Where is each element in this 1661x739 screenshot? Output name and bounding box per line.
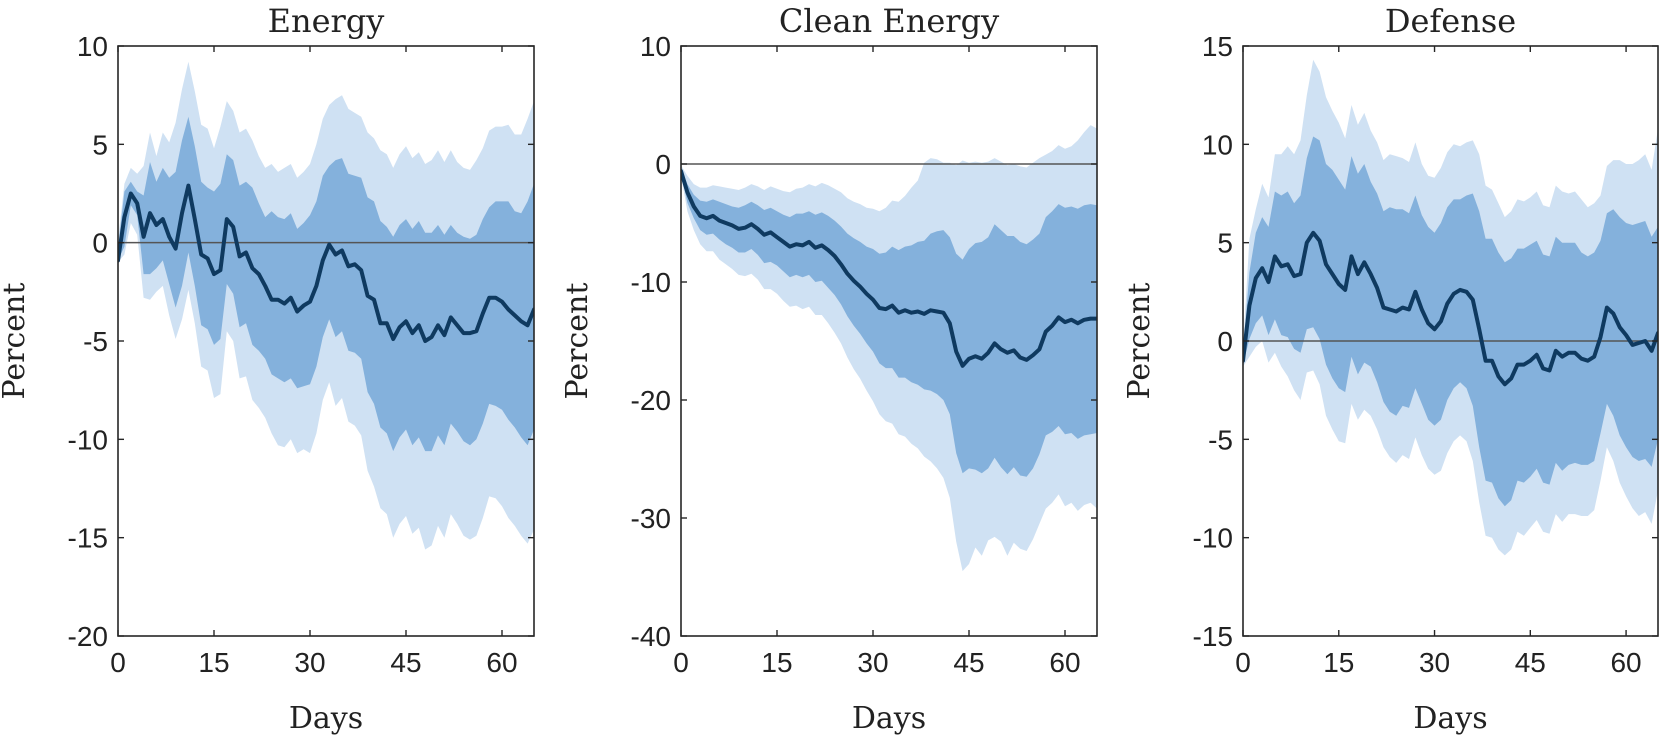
y-tick-label: -40: [631, 621, 671, 652]
y-tick-label: -15: [68, 523, 108, 554]
x-tick-label: 0: [1235, 647, 1251, 678]
inner-confidence-band: [118, 116, 534, 452]
y-tick-label: 10: [1202, 129, 1233, 160]
x-tick-label: 30: [857, 647, 888, 678]
plot-area: [681, 125, 1097, 572]
x-tick-label: 60: [1049, 647, 1080, 678]
chart-title: Clean Energy: [779, 2, 999, 40]
y-tick-label: 10: [640, 31, 671, 62]
y-tick-label: 10: [77, 31, 108, 62]
y-tick-label: 0: [655, 149, 671, 180]
x-tick-label: 60: [1610, 647, 1641, 678]
x-tick-label: 45: [953, 647, 984, 678]
panel-0: 0 15 30 45 60 -20 -15 -10 -5 0 5 10 Energy Days Percen…: [0, 2, 535, 736]
y-tick-label: -30: [631, 503, 671, 534]
x-tick-label: 0: [110, 647, 126, 678]
x-tick-label: 45: [1515, 647, 1546, 678]
y-tick-label: -15: [1193, 621, 1233, 652]
y-axis-label: Percent: [0, 283, 32, 400]
chart-title: Defense: [1385, 2, 1516, 40]
y-axis-label: Percent: [1122, 283, 1157, 400]
y-tick-label: -20: [68, 621, 108, 652]
y-tick-label: 5: [92, 129, 108, 160]
y-tick-label: 0: [1217, 326, 1233, 357]
x-tick-label: 45: [390, 647, 421, 678]
x-tick-label: 15: [1323, 647, 1354, 678]
panel-1: 0 15 30 45 60 -40 -30 -20 -10 0 10 Clean Energy Days…: [560, 2, 1098, 736]
inner-confidence-band: [1243, 136, 1658, 507]
y-tick-label: -5: [83, 326, 108, 357]
axes-box: [680, 45, 1098, 637]
chart-title: Energy: [268, 2, 385, 40]
plot-area: [118, 61, 534, 550]
x-tick-label: 0: [673, 647, 689, 678]
y-tick-label: -20: [631, 385, 671, 416]
y-axis-label: Percent: [560, 283, 595, 400]
x-axis-label: Days: [852, 701, 926, 736]
y-tick-label: 0: [92, 228, 108, 259]
y-tick-label: -10: [68, 424, 108, 455]
panel-2: 0 15 30 45 60 -15 -10 -5 0 5 10 15 Defense Days Percen…: [1122, 2, 1659, 736]
x-tick-label: 60: [486, 647, 517, 678]
x-axis-label: Days: [289, 701, 363, 736]
y-tick-label: -10: [631, 267, 671, 298]
median-response-line: [118, 183, 534, 343]
y-tick-label: -10: [1193, 523, 1233, 554]
y-tick-label: -5: [1208, 424, 1233, 455]
x-axis-label: Days: [1413, 701, 1487, 736]
y-tick-label: 15: [1202, 31, 1233, 62]
median-response-line: [681, 169, 1097, 368]
y-tick-label: 5: [1217, 228, 1233, 259]
x-tick-label: 30: [294, 647, 325, 678]
x-tick-label: 15: [761, 647, 792, 678]
plot-area: [1243, 59, 1658, 556]
x-tick-label: 30: [1419, 647, 1450, 678]
x-tick-label: 15: [198, 647, 229, 678]
median-response-line: [1243, 230, 1658, 387]
